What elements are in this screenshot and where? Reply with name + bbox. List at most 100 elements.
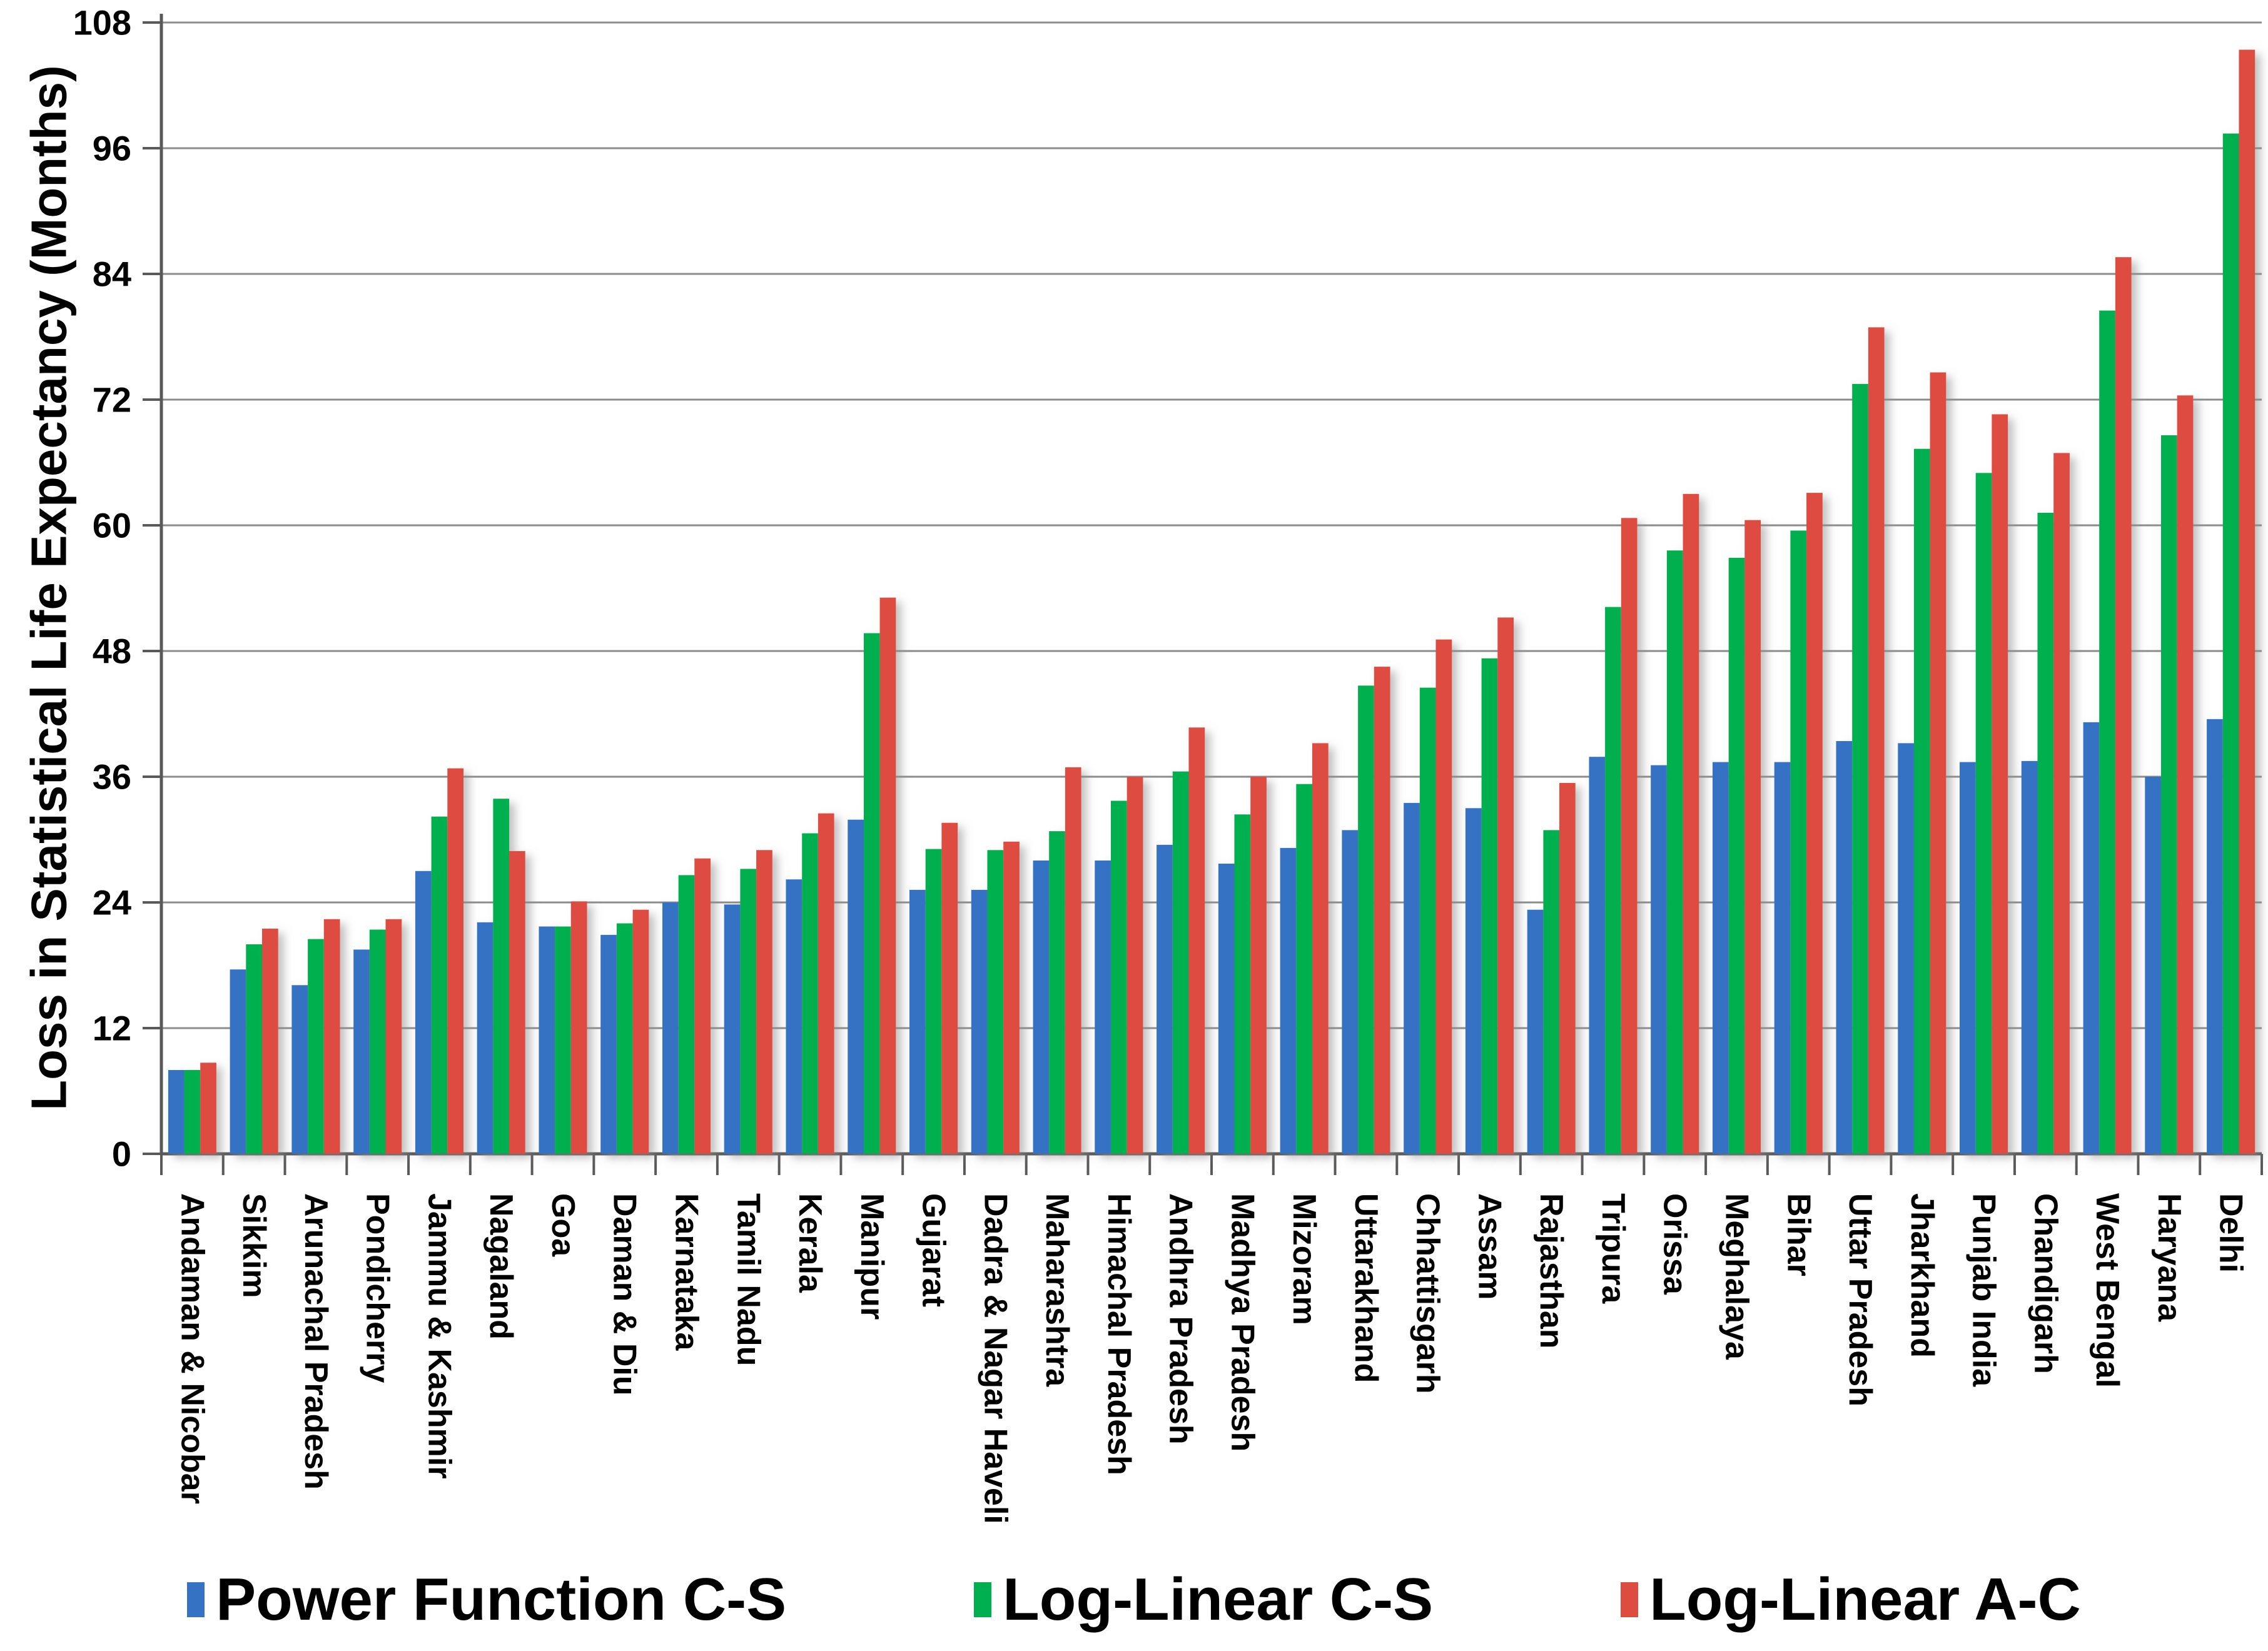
x-label-west-bengal: West Bengal — [2089, 1193, 2125, 1388]
x-label-orissa: Orissa — [1657, 1193, 1693, 1295]
bar-power-function-c-s-goa — [539, 926, 555, 1154]
bar-log-linear-a-c-arunachal-pradesh — [323, 919, 340, 1154]
bar-power-function-c-s-rajasthan — [1527, 909, 1544, 1154]
bar-log-linear-c-s-jammu-kashmir — [431, 816, 448, 1154]
bar-log-linear-c-s-nagaland — [493, 799, 510, 1154]
legend-label-log-linear-c-s: Log-Linear C-S — [1003, 1566, 1434, 1633]
x-label-andaman-nicobar: Andaman & Nicobar — [174, 1193, 210, 1504]
x-label-tripura: Tripura — [1595, 1193, 1631, 1304]
x-label-madhya-pradesh: Madhya Pradesh — [1224, 1193, 1260, 1452]
x-label-himachal-pradesh: Himachal Pradesh — [1101, 1193, 1137, 1475]
x-label-chandigarh: Chandigarh — [2027, 1193, 2063, 1374]
legend-swatch-log-linear-c-s — [974, 1582, 992, 1617]
bar-power-function-c-s-delhi — [2207, 719, 2223, 1154]
x-label-delhi: Delhi — [2213, 1193, 2249, 1273]
bar-power-function-c-s-tripura — [1589, 757, 1606, 1154]
bar-power-function-c-s-bihar — [1774, 762, 1791, 1154]
axes — [143, 14, 2263, 1175]
bar-log-linear-c-s-orissa — [1666, 550, 1683, 1154]
bar-log-linear-a-c-uttar-pradesh — [1868, 327, 1885, 1154]
bar-log-linear-a-c-karnataka — [694, 858, 711, 1154]
x-label-haryana: Haryana — [2151, 1193, 2187, 1322]
x-label-karnataka: Karnataka — [669, 1193, 705, 1351]
legend-item-log-linear-c-s: Log-Linear C-S — [974, 1565, 1433, 1634]
bar-power-function-c-s-punjab-india — [1960, 762, 1976, 1154]
bar-log-linear-c-s-west-bengal — [2099, 310, 2115, 1154]
bar-log-linear-a-c-andaman-nicobar — [200, 1063, 216, 1154]
bar-log-linear-c-s-sikkim — [246, 944, 262, 1154]
bar-power-function-c-s-andhra-pradesh — [1157, 844, 1173, 1154]
bar-power-function-c-s-andaman-nicobar — [168, 1070, 185, 1154]
bar-log-linear-a-c-rajasthan — [1559, 783, 1576, 1154]
bar-power-function-c-s-maharashtra — [1033, 861, 1050, 1154]
bar-log-linear-c-s-dadra-nagar-haveli — [987, 850, 1004, 1154]
bar-log-linear-a-c-meghalaya — [1744, 520, 1761, 1154]
y-tick-label-72: 72 — [93, 380, 131, 420]
bar-log-linear-a-c-punjab-india — [1992, 414, 2008, 1154]
x-label-rajasthan: Rajasthan — [1533, 1193, 1569, 1349]
y-tick-label-36: 36 — [93, 757, 131, 797]
bar-power-function-c-s-pondicherry — [353, 949, 370, 1154]
bar-power-function-c-s-west-bengal — [2083, 722, 2100, 1154]
bar-log-linear-a-c-chandigarh — [2053, 453, 2070, 1154]
bar-log-linear-c-s-andaman-nicobar — [184, 1070, 201, 1154]
bar-log-linear-a-c-daman-diu — [632, 909, 649, 1154]
bar-log-linear-a-c-pondicherry — [385, 919, 402, 1154]
x-label-daman-diu: Daman & Diu — [607, 1193, 643, 1396]
bar-log-linear-a-c-mizoram — [1312, 743, 1329, 1154]
bar-log-linear-c-s-rajasthan — [1543, 830, 1560, 1154]
legend-item-power-function-c-s: Power Function C-S — [187, 1565, 786, 1634]
bar-power-function-c-s-madhya-pradesh — [1218, 864, 1235, 1154]
legend-swatch-log-linear-a-c — [1621, 1582, 1639, 1617]
bar-log-linear-a-c-uttarakhand — [1374, 667, 1390, 1154]
bar-log-linear-c-s-karnataka — [678, 875, 695, 1154]
x-label-bihar: Bihar — [1780, 1193, 1816, 1276]
legend-swatch-power-function-c-s — [187, 1582, 205, 1617]
bar-log-linear-a-c-jammu-kashmir — [447, 768, 463, 1154]
bar-power-function-c-s-meghalaya — [1713, 762, 1729, 1154]
bar-log-linear-a-c-madhya-pradesh — [1250, 777, 1267, 1154]
bar-log-linear-a-c-haryana — [2177, 395, 2194, 1154]
bar-log-linear-a-c-maharashtra — [1065, 767, 1081, 1154]
x-label-jharkhand: Jharkhand — [1904, 1193, 1940, 1358]
bar-power-function-c-s-karnataka — [662, 902, 679, 1154]
bar-log-linear-c-s-goa — [555, 926, 571, 1154]
x-label-mizoram: Mizoram — [1286, 1193, 1322, 1325]
x-label-jammu-kashmir: Jammu & Kashmir — [421, 1193, 457, 1479]
bar-power-function-c-s-himachal-pradesh — [1095, 861, 1111, 1154]
bar-log-linear-c-s-uttarakhand — [1358, 685, 1374, 1154]
y-tick-label-108: 108 — [73, 3, 131, 43]
legend-label-power-function-c-s: Power Function C-S — [216, 1566, 787, 1633]
bar-log-linear-c-s-himachal-pradesh — [1111, 800, 1127, 1154]
bar-power-function-c-s-kerala — [786, 879, 802, 1154]
bar-log-linear-c-s-tamil-nadu — [740, 869, 757, 1154]
x-label-tamil-nadu: Tamil Nadu — [730, 1193, 766, 1366]
bar-log-linear-a-c-goa — [570, 901, 587, 1154]
legend: Power Function C-S Log-Linear C-S Log-Li… — [0, 1550, 2268, 1650]
bar-log-linear-c-s-punjab-india — [1975, 473, 1992, 1154]
bar-log-linear-c-s-haryana — [2161, 435, 2177, 1154]
x-label-maharashtra: Maharashtra — [1039, 1193, 1075, 1387]
bar-log-linear-c-s-daman-diu — [616, 923, 633, 1154]
y-tick-label-96: 96 — [93, 129, 131, 168]
bar-log-linear-a-c-jharkhand — [1930, 372, 1947, 1154]
bar-power-function-c-s-assam — [1465, 808, 1482, 1154]
x-label-sikkim: Sikkim — [236, 1193, 272, 1298]
bar-power-function-c-s-sikkim — [230, 969, 246, 1154]
bar-log-linear-a-c-sikkim — [262, 928, 278, 1154]
x-label-arunachal-pradesh: Arunachal Pradesh — [298, 1193, 334, 1490]
bar-log-linear-a-c-tamil-nadu — [756, 850, 772, 1154]
bar-log-linear-c-s-chandigarh — [2037, 512, 2054, 1154]
bar-power-function-c-s-manipur — [848, 819, 864, 1154]
bars — [168, 49, 2255, 1154]
bar-log-linear-c-s-mizoram — [1296, 784, 1312, 1154]
x-label-kerala: Kerala — [792, 1193, 828, 1293]
x-label-assam: Assam — [1471, 1193, 1507, 1300]
bar-log-linear-c-s-pondicherry — [369, 929, 386, 1154]
bar-log-linear-a-c-delhi — [2239, 49, 2255, 1154]
bar-log-linear-a-c-kerala — [818, 813, 834, 1154]
x-label-chhattisgarh: Chhattisgarh — [1410, 1193, 1446, 1394]
bar-log-linear-a-c-west-bengal — [2115, 257, 2132, 1154]
y-axis-title: Loss in Statistical Life Expectancy (Mon… — [21, 65, 77, 1110]
x-label-manipur: Manipur — [854, 1193, 890, 1320]
